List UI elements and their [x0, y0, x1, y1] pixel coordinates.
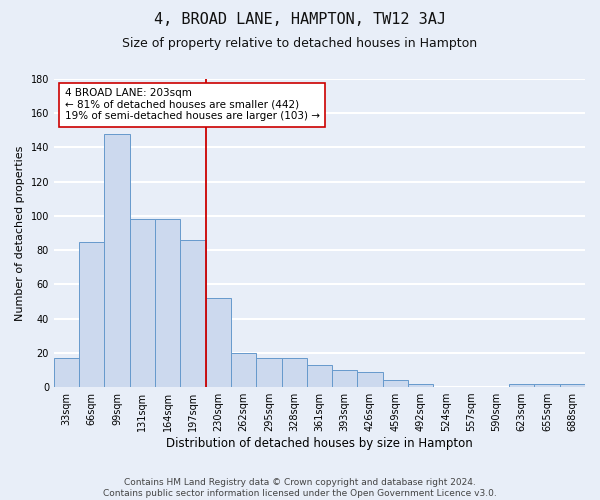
Bar	[54, 358, 79, 387]
Bar	[130, 220, 155, 387]
X-axis label: Distribution of detached houses by size in Hampton: Distribution of detached houses by size …	[166, 437, 473, 450]
Bar	[206, 298, 231, 387]
Text: Size of property relative to detached houses in Hampton: Size of property relative to detached ho…	[122, 38, 478, 51]
Text: Contains HM Land Registry data © Crown copyright and database right 2024.
Contai: Contains HM Land Registry data © Crown c…	[103, 478, 497, 498]
Bar	[358, 372, 383, 387]
Bar	[560, 384, 585, 387]
Bar	[181, 240, 206, 387]
Bar	[307, 365, 332, 387]
Bar	[509, 384, 535, 387]
Bar	[231, 353, 256, 387]
Bar	[408, 384, 433, 387]
Text: 4, BROAD LANE, HAMPTON, TW12 3AJ: 4, BROAD LANE, HAMPTON, TW12 3AJ	[154, 12, 446, 28]
Bar	[256, 358, 281, 387]
Bar	[383, 380, 408, 387]
Bar	[155, 220, 181, 387]
Bar	[281, 358, 307, 387]
Bar	[104, 134, 130, 387]
Bar	[79, 242, 104, 387]
Bar	[535, 384, 560, 387]
Y-axis label: Number of detached properties: Number of detached properties	[15, 146, 25, 320]
Bar	[332, 370, 358, 387]
Text: 4 BROAD LANE: 203sqm
← 81% of detached houses are smaller (442)
19% of semi-deta: 4 BROAD LANE: 203sqm ← 81% of detached h…	[65, 88, 320, 122]
